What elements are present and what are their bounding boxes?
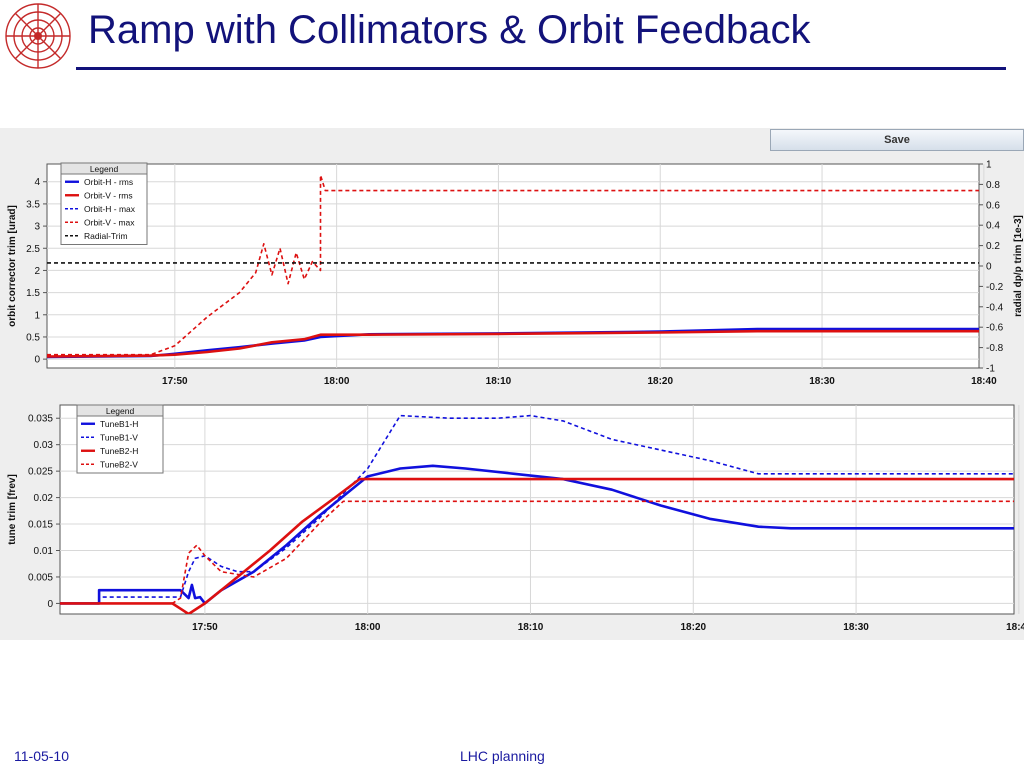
- y-tick-label: 0.005: [28, 572, 53, 583]
- y2-tick-label: 0.8: [986, 180, 1000, 191]
- y2-tick-label: 0: [986, 262, 992, 273]
- y2-tick-label: 0.4: [986, 221, 1000, 232]
- y-tick-label: 2.5: [26, 244, 40, 255]
- y-tick-label: 0.02: [34, 493, 54, 504]
- y2-tick-label: -0.4: [986, 302, 1004, 313]
- legend-label: Radial-Trim: [84, 231, 128, 241]
- x-tick-label: 18:40: [971, 376, 997, 384]
- y-tick-label: 1: [34, 310, 40, 321]
- legend-label: Orbit-H - rms: [84, 177, 133, 187]
- legend: Legend Orbit-H - rms Orbit-V - rms Orbit-H …: [60, 162, 148, 245]
- x-tick-label: 18:30: [809, 376, 835, 384]
- legend-label: TuneB2-V: [100, 459, 138, 469]
- y-tick-label: 4: [34, 177, 40, 188]
- x-tick-label: 18:30: [843, 622, 869, 633]
- y-tick-label: 3: [34, 222, 40, 233]
- x-tick-label: 18:20: [647, 376, 673, 384]
- legend: Legend TuneB1-H TuneB1-V TuneB2-H TuneB2-V: [76, 404, 164, 474]
- x-tick-label: 17:50: [192, 622, 218, 633]
- y2-tick-label: 0.2: [986, 241, 1000, 252]
- lhc-logo: [5, 3, 71, 69]
- x-tick-label: 18:10: [518, 622, 544, 633]
- series-group: [60, 414, 1014, 614]
- series-group: [47, 174, 979, 359]
- y-tick-label: 0.03: [34, 440, 54, 451]
- x-tick-label: 18:20: [680, 622, 706, 633]
- tune-trim-chart: 17:50 18:00 18:10 18:20 18:30 18:40 0 0.005 0.01…: [7, 404, 1024, 633]
- y2-tick-label: -0.6: [986, 323, 1004, 334]
- x-tick-label: 17:50: [162, 376, 188, 384]
- x-tick-label: 18:00: [355, 622, 381, 633]
- y-tick-label: 0.015: [28, 520, 53, 531]
- slide-title: Ramp with Collimators & Orbit Feedback: [88, 8, 811, 52]
- legend-label: Orbit-H - max: [84, 204, 136, 214]
- footer-title: LHC planning: [460, 748, 545, 764]
- y2-tick-label: 0.6: [986, 200, 1000, 211]
- y-tick-label: 3.5: [26, 199, 40, 210]
- y-tick-label: 2: [34, 266, 40, 277]
- y-tick-label: 1.5: [26, 288, 40, 299]
- y-tick-label: 0.5: [26, 332, 40, 343]
- legend-label: TuneB2-H: [100, 446, 138, 456]
- title-divider: [76, 67, 1006, 70]
- legend-label: TuneB1-V: [100, 432, 138, 442]
- y-tick-label: 0.025: [28, 467, 53, 478]
- plot-area: [59, 404, 1015, 615]
- y2-tick-label: -0.8: [986, 343, 1004, 354]
- y-tick-label: 0.01: [34, 546, 54, 557]
- footer-date: 11-05-10: [14, 748, 70, 764]
- y-tick-label: 0: [47, 599, 53, 610]
- series-line-tuneb1-v: [60, 414, 1014, 605]
- legend-box: [60, 162, 148, 245]
- x-tick-label: 18:00: [324, 376, 350, 384]
- orbit-trim-chart: 17:50 18:00 18:10 18:20 18:30 18:40 0 0.5 1 1.5 2 2…: [7, 160, 1024, 385]
- y2-axis-label: radial dp/p trim [1e-3]: [1013, 215, 1024, 317]
- y2-tick-label: 1: [986, 160, 992, 171]
- y-tick-label: 0.035: [28, 414, 53, 425]
- series-line-tuneb1-h: [60, 464, 1014, 605]
- series-line-orbit-v-rms: [47, 329, 979, 358]
- y2-tick-label: -0.2: [986, 282, 1004, 293]
- y-axis-label: orbit corrector trim [urad]: [7, 205, 18, 327]
- x-tick-label: 18:40: [1006, 622, 1024, 633]
- legend-label: TuneB1-H: [100, 419, 138, 429]
- legend-title: Legend: [90, 164, 119, 174]
- legend-header: [60, 162, 148, 175]
- series-line-orbit-v-max: [47, 174, 979, 356]
- save-button[interactable]: Save: [770, 129, 1024, 151]
- y-tick-label: 0: [34, 355, 40, 366]
- legend-label: Orbit-V - rms: [84, 190, 133, 200]
- series-line-tuneb2-h: [60, 477, 1014, 614]
- y-axis-label: tune trim [frev]: [7, 474, 18, 545]
- x-tick-label: 18:10: [486, 376, 512, 384]
- legend-title: Legend: [106, 406, 135, 416]
- y2-tick-label: -1: [986, 364, 995, 375]
- legend-label: Orbit-V - max: [84, 217, 135, 227]
- legend-header: [76, 404, 164, 417]
